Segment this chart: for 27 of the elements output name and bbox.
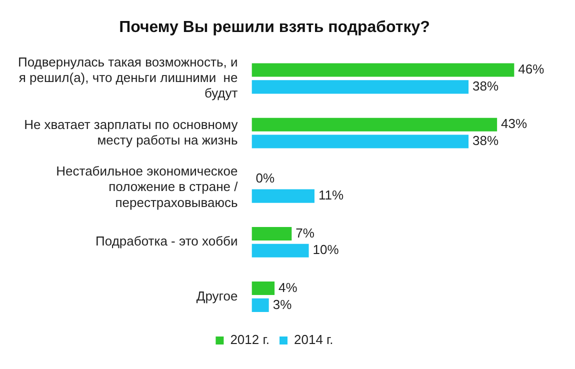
legend-label: 2014 г. <box>294 332 334 348</box>
legend-label: 2012 г. <box>230 332 270 348</box>
data-label: 11% <box>318 188 344 203</box>
bar <box>252 80 469 94</box>
chart-title: Почему Вы решили взять подработку? <box>119 19 430 36</box>
bar <box>252 134 469 148</box>
bar <box>252 226 292 240</box>
bar <box>252 298 269 312</box>
bar <box>252 244 309 258</box>
data-label: 10% <box>312 242 340 258</box>
y-tick-label: Подвернулась такая возможность, и я решил(а), что деньги лишними не будут <box>18 54 238 101</box>
bar <box>252 63 514 77</box>
y-tick-label: Подработка - это хобби <box>96 234 238 249</box>
data-label: 38% <box>472 133 499 148</box>
data-label: 46% <box>518 62 545 77</box>
data-label: 38% <box>472 78 499 94</box>
y-tick-label: Не хватает зарплаты по основному месту работы на жизнь <box>24 116 238 148</box>
data-label: 43% <box>501 116 528 132</box>
data-label: 0% <box>256 170 275 186</box>
bar <box>252 189 314 203</box>
y-tick-label: Нестабильное экономическое положение в стране / перестраховываюсь <box>56 164 238 210</box>
bar <box>252 282 275 296</box>
data-label: 3% <box>272 296 292 312</box>
bar <box>252 118 498 132</box>
data-label: 7% <box>296 225 315 240</box>
y-tick-label: Другое <box>196 288 238 304</box>
data-label: 4% <box>278 280 298 295</box>
